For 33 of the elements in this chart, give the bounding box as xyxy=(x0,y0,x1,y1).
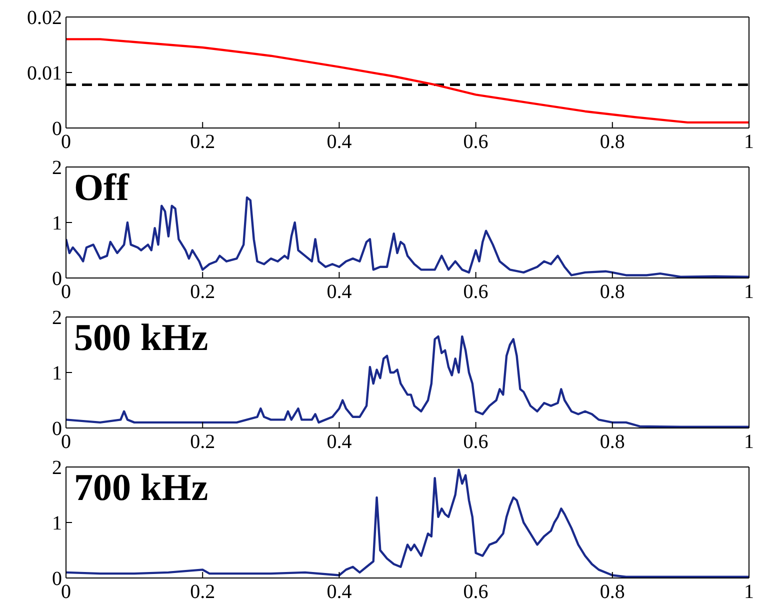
x-tick-label: 0.4 xyxy=(326,581,352,604)
x-tick-label: 0.4 xyxy=(326,431,352,454)
y-tick-label: 2 xyxy=(52,307,62,330)
x-tick-label: 0.6 xyxy=(463,431,488,454)
x-tick-label: 0.8 xyxy=(600,581,625,604)
x-tick-label: 0.4 xyxy=(326,131,352,154)
y-tick-label: 0.02 xyxy=(27,7,62,30)
x-tick-label: 0.8 xyxy=(600,281,625,304)
x-tick-label: 0.2 xyxy=(190,431,216,454)
x-tick-label: 1 xyxy=(744,581,754,604)
x-tick-label: 0.2 xyxy=(190,281,216,304)
y-tick-label: 2 xyxy=(52,457,62,480)
x-tick-label: 1 xyxy=(744,131,754,154)
x-tick-label: 0.2 xyxy=(190,131,216,154)
x-tick-label: 0.6 xyxy=(463,131,488,154)
x-tick-label: 0.4 xyxy=(326,281,352,304)
x-tick-label: 0.8 xyxy=(600,131,625,154)
line-series xyxy=(66,468,749,578)
line-series xyxy=(66,38,749,124)
x-tick-label: 1 xyxy=(744,431,754,454)
annotation: Off xyxy=(74,167,129,209)
x-tick-label: 0.6 xyxy=(463,281,488,304)
y-tick-label: 0.01 xyxy=(27,62,62,85)
y-tick-label: 1 xyxy=(52,362,62,385)
y-tick-label: 1 xyxy=(52,512,62,535)
annotation: 500 kHz xyxy=(74,317,208,359)
x-tick-label: 0.6 xyxy=(463,581,488,604)
x-tick-label: 1 xyxy=(744,281,754,304)
y-tick-label: 1 xyxy=(52,212,62,235)
x-tick-label: 0.2 xyxy=(190,581,216,604)
x-tick-label: 0.8 xyxy=(600,431,625,454)
y-tick-label: 2 xyxy=(52,157,62,180)
annotation: 700 kHz xyxy=(74,467,208,509)
